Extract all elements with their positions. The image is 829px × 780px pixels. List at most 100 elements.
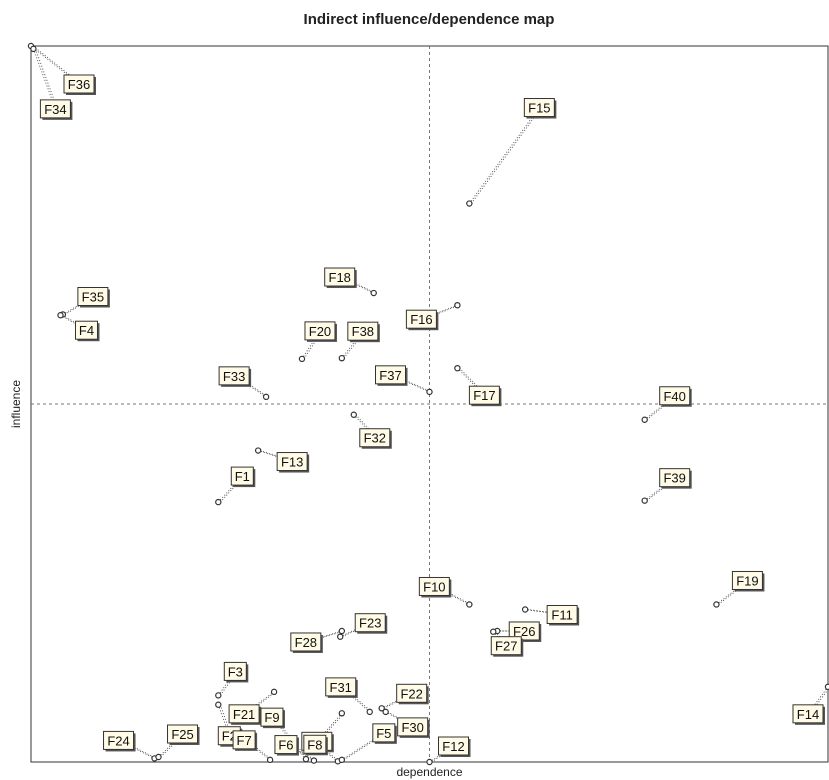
point-f35: F35 (59, 287, 110, 318)
point-f23: F23 (337, 613, 388, 640)
point-f12: F12 (426, 736, 471, 766)
label-f10: F10 (423, 579, 445, 594)
label-box-f36 (63, 74, 95, 94)
label-f18: F18 (329, 270, 351, 285)
label-f8: F8 (307, 737, 322, 752)
point-f6: F6 (274, 735, 318, 764)
point-f25: F25 (155, 724, 200, 761)
point-f30: F30 (382, 708, 430, 738)
marker-f18 (370, 289, 377, 297)
label-box-f28 (290, 632, 322, 652)
label-f17: F17 (473, 388, 495, 403)
leader-line-f11 (525, 608, 563, 615)
leader-line-f16 (421, 304, 458, 320)
label-f40: F40 (663, 389, 685, 404)
label-f7: F7 (237, 733, 252, 748)
leader-line-f15 (468, 107, 540, 204)
label-box-f38 (347, 321, 379, 341)
marker-f4 (57, 312, 64, 319)
label-box-f13 (276, 452, 308, 472)
marker-f23 (337, 633, 344, 640)
label-f12: F12 (442, 739, 464, 754)
label-f11: F11 (551, 607, 572, 622)
leader-line-f21 (243, 691, 275, 715)
point-f21: F21 (228, 688, 278, 725)
point-f31: F31 (325, 677, 373, 716)
point-f16: F16 (405, 301, 461, 331)
label-f21: F21 (233, 707, 255, 722)
point-f18: F18 (324, 267, 377, 297)
label-f9: F9 (264, 710, 279, 725)
marker-f3 (215, 692, 222, 699)
marker-f32 (350, 411, 357, 418)
label-box-f16 (405, 309, 437, 329)
point-f15: F15 (466, 98, 557, 207)
label-f6: F6 (278, 738, 293, 753)
label-box-f9 (260, 707, 284, 727)
leader-line-2-f32 (355, 414, 378, 439)
label-f30: F30 (401, 720, 423, 735)
label-box-f10 (418, 576, 450, 596)
leader-line-f28 (305, 630, 342, 643)
label-box-f33 (218, 366, 250, 386)
label-f1: F1 (235, 469, 250, 484)
point-f7: F7 (232, 730, 274, 764)
marker-f27 (490, 628, 497, 635)
label-box-f24 (103, 730, 135, 750)
leader-line-2-f37 (392, 374, 432, 393)
label-box-f5 (372, 723, 396, 743)
label-f15: F15 (528, 101, 550, 116)
leader-line-2-f10 (436, 586, 472, 605)
point-f8: F8 (303, 734, 342, 765)
leader-line-2-f16 (423, 304, 460, 320)
marker-f40 (641, 416, 648, 423)
label-box-f14 (792, 704, 824, 724)
marker-f37 (426, 388, 433, 396)
marker-f15 (466, 200, 473, 207)
label-box-f35 (77, 287, 109, 306)
label-f4: F4 (79, 323, 94, 338)
label-box-f20 (304, 321, 336, 341)
label-f34: F34 (44, 102, 66, 117)
label-f31: F31 (330, 680, 352, 695)
point-f20: F20 (298, 321, 337, 363)
point-f34: F34 (30, 45, 73, 120)
marker-f22 (378, 705, 385, 712)
label-box-f26 (508, 621, 540, 641)
label-box-f22 (396, 683, 428, 703)
label-f26: F26 (513, 624, 535, 639)
marker-f12 (426, 758, 433, 766)
label-box-f40 (659, 386, 691, 406)
point-f32: F32 (350, 411, 392, 449)
label-box-f25 (167, 724, 199, 744)
marker-f6 (310, 757, 318, 764)
marker-f29 (338, 710, 346, 717)
point-f33: F33 (218, 366, 270, 401)
marker-f38 (338, 354, 346, 362)
label-f27: F27 (495, 639, 517, 654)
label-box-f30 (397, 717, 429, 737)
label-f3: F3 (228, 664, 243, 679)
leader-line-2-f11 (527, 608, 565, 615)
leader-line-2-f17 (459, 367, 487, 396)
leader-line-f17 (457, 367, 485, 396)
point-f9: F9 (260, 707, 310, 763)
marker-f20 (298, 355, 306, 363)
point-f17: F17 (454, 365, 502, 407)
marker-f5 (338, 756, 346, 764)
marker-f9 (302, 755, 310, 763)
marker-f13 (254, 447, 262, 454)
point-f10: F10 (418, 576, 473, 608)
label-f28: F28 (295, 635, 317, 650)
marker-f11 (521, 606, 529, 613)
point-f24: F24 (103, 730, 158, 762)
leader-line-f40 (644, 395, 676, 421)
label-f19: F19 (736, 573, 758, 588)
marker-f25 (155, 753, 162, 761)
label-box-f4 (74, 320, 98, 340)
label-f13: F13 (281, 455, 303, 470)
label-box-f7 (232, 730, 256, 750)
label-box-f3 (223, 661, 247, 681)
point-f38: F38 (338, 321, 380, 362)
y-axis-label: influence (9, 380, 23, 428)
